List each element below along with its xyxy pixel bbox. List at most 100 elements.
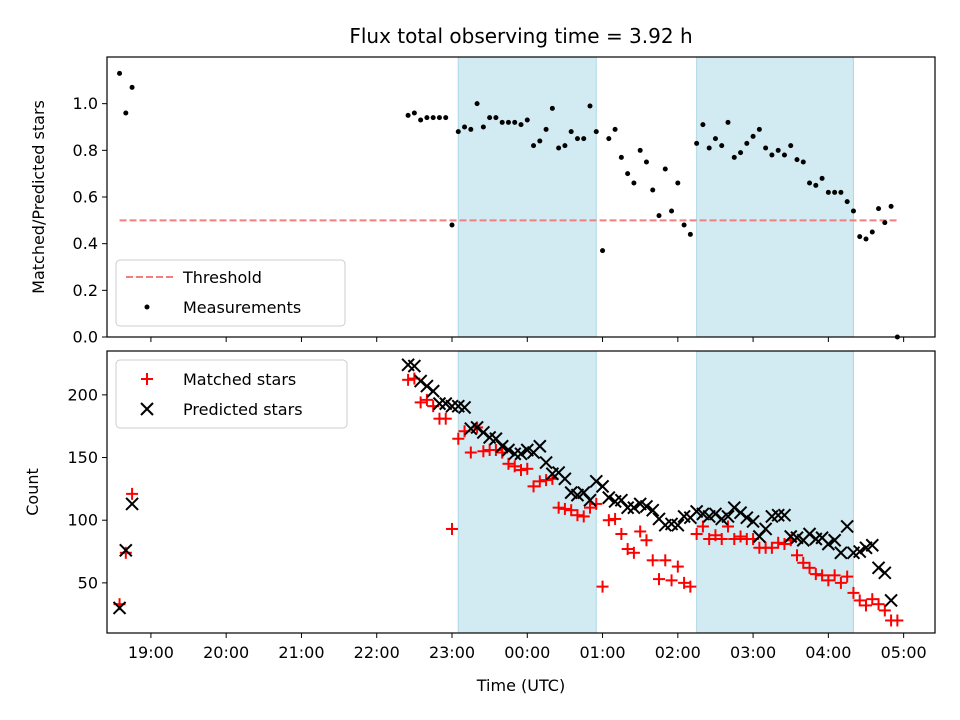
- measurement-point: [675, 180, 681, 186]
- predicted-star-point: [539, 455, 553, 470]
- measurement-point: [725, 119, 731, 125]
- measurement-point: [606, 136, 612, 142]
- matched-star-point: [452, 432, 465, 445]
- measurement-point: [612, 126, 618, 132]
- measurement-point: [549, 105, 555, 111]
- x-tick-label: 23:00: [429, 643, 475, 662]
- predicted-star-point: [558, 472, 572, 486]
- bottom-plot-frame: [106, 350, 936, 634]
- count-points: [112, 358, 904, 627]
- y-tick-label: 0.2: [73, 281, 98, 300]
- predicted-star-point: [495, 439, 509, 453]
- matched-star-point: [665, 574, 678, 587]
- matched-star-point: [627, 546, 640, 559]
- measurements-legend-label: Measurements: [183, 298, 301, 317]
- measurements-legend-swatch: [144, 304, 150, 310]
- shaded-span: [696, 350, 854, 634]
- x-tick-label: 03:00: [730, 643, 776, 662]
- matched-star-point: [508, 460, 521, 473]
- predicted-star-point: [501, 443, 516, 457]
- bottom-legend: Matched stars Predicted stars: [115, 359, 348, 429]
- x-tick-label: 04:00: [805, 643, 851, 662]
- measurement-point: [593, 129, 599, 135]
- measurement-point: [706, 145, 712, 151]
- predicted-star-point: [445, 399, 459, 413]
- top-y-axis-ticks: 0.0 0.2 0.4 0.6 0.8 1.0: [73, 94, 107, 347]
- measurement-point: [825, 189, 831, 195]
- measurement-point: [656, 213, 662, 219]
- y-tick-label: 50: [78, 573, 98, 592]
- top-legend: Threshold Measurements: [115, 259, 346, 327]
- predicted-star-point: [583, 493, 597, 507]
- measurement-point: [556, 145, 562, 151]
- predicted-star-point: [125, 497, 139, 511]
- measurement-point: [700, 122, 706, 128]
- matched-star-point: [834, 576, 847, 589]
- predicted-star-point: [758, 522, 773, 536]
- measurement-point: [618, 154, 624, 160]
- measurement-point: [462, 124, 468, 130]
- measurement-point: [756, 126, 762, 132]
- measurement-point: [574, 136, 580, 142]
- measurement-point: [499, 119, 505, 125]
- matched-star-point: [653, 573, 665, 586]
- predicted-star-point: [514, 447, 528, 461]
- matched-star-point: [728, 533, 741, 545]
- measurement-point: [480, 124, 486, 130]
- y-tick-label: 200: [67, 385, 98, 404]
- y-tick-label: 150: [67, 448, 98, 467]
- measurement-point: [681, 222, 687, 228]
- measurement-point: [512, 119, 518, 125]
- measurement-point: [876, 206, 882, 212]
- matched-star-point: [558, 502, 571, 515]
- predicted-star-point: [771, 508, 785, 522]
- matched-star-point: [878, 604, 891, 617]
- matched-star-point: [571, 509, 584, 522]
- measurement-point: [543, 126, 549, 132]
- x-tick-label: 01:00: [579, 643, 625, 662]
- matched-star-point: [119, 546, 132, 559]
- predicted-star-point: [878, 566, 892, 580]
- measurement-point: [694, 140, 700, 146]
- measurement-point: [625, 171, 631, 177]
- matched-star-point: [540, 474, 553, 487]
- matched-star-point: [477, 445, 490, 458]
- matched-star-point: [872, 598, 885, 611]
- measurement-point: [455, 129, 461, 135]
- measurement-point: [430, 115, 436, 121]
- x-tick-label: 20:00: [203, 643, 249, 662]
- measurement-point: [487, 115, 493, 121]
- measurement-point: [468, 126, 474, 132]
- predicted-legend-label: Predicted stars: [183, 400, 303, 419]
- predicted-star-point: [407, 359, 422, 373]
- measurement-point: [650, 187, 656, 193]
- matched-star-point: [791, 549, 803, 562]
- measurement-point: [537, 138, 543, 144]
- measurement-point: [738, 150, 744, 156]
- measurement-point: [857, 234, 863, 240]
- measurement-point: [643, 159, 649, 165]
- measurement-point: [443, 115, 449, 121]
- measurement-point: [117, 70, 123, 76]
- matched-star-point: [816, 569, 829, 582]
- matched-star-point: [709, 529, 722, 542]
- top-y-axis-label: Matched/Predicted stars: [29, 100, 48, 294]
- matched-star-point: [502, 457, 515, 470]
- matched-star-point: [414, 396, 427, 409]
- measurement-point: [524, 117, 530, 123]
- matched-star-point: [590, 497, 603, 510]
- measurement-point: [411, 110, 417, 116]
- matched-star-point: [584, 501, 596, 514]
- bottom-y-axis-label: Count: [23, 468, 42, 516]
- measurement-point: [493, 115, 499, 121]
- x-tick-label: 02:00: [655, 643, 701, 662]
- matched-legend-swatch: [141, 373, 153, 385]
- matched-star-point: [860, 599, 872, 612]
- matched-star-point: [521, 462, 534, 475]
- y-tick-label: 100: [67, 511, 98, 530]
- measurement-point: [800, 159, 806, 165]
- x-tick-label: 00:00: [504, 643, 550, 662]
- measurement-point: [744, 140, 750, 146]
- predicted-star-point: [746, 514, 760, 529]
- measurement-point: [669, 208, 675, 214]
